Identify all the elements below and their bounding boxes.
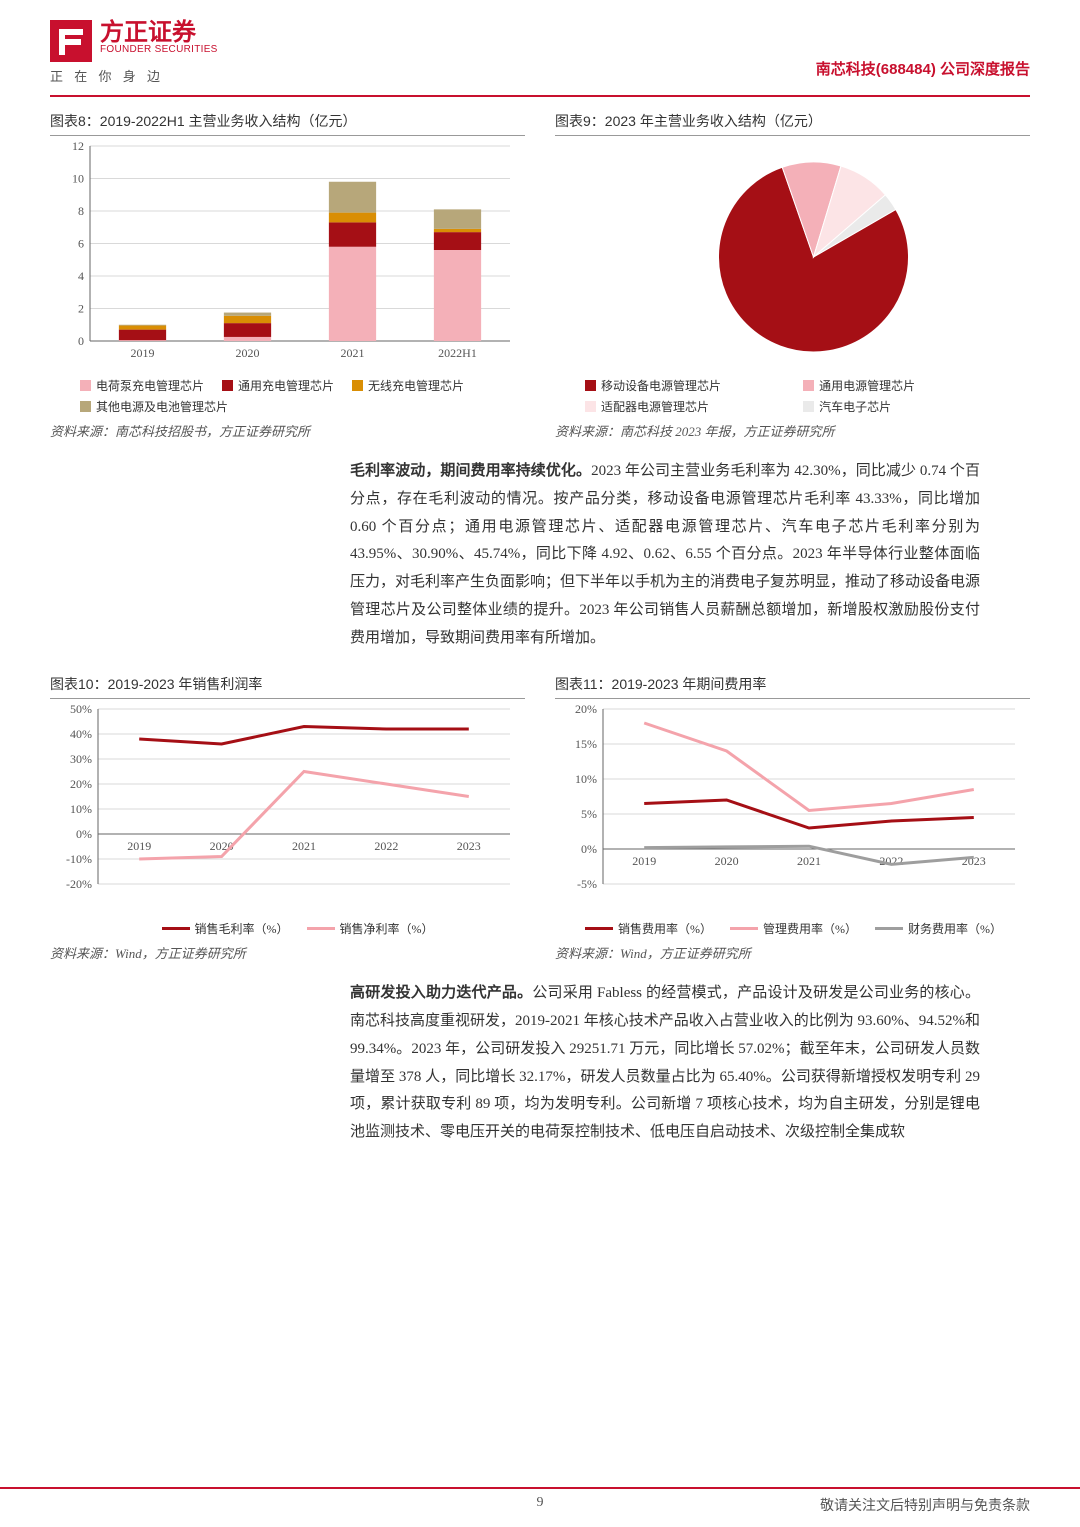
svg-text:50%: 50%: [70, 702, 92, 716]
legend-item: 其他电源及电池管理芯片: [80, 398, 228, 415]
legend-item: 适配器电源管理芯片: [585, 398, 785, 415]
svg-text:2023: 2023: [457, 839, 481, 853]
svg-text:-5%: -5%: [577, 877, 597, 891]
chart10-legend: 销售毛利率（%） 销售净利率（%）: [50, 914, 525, 939]
para1-lead: 毛利率波动，期间费用率持续优化。: [350, 463, 591, 479]
legend-item: 汽车电子芯片: [803, 398, 1003, 415]
svg-text:6: 6: [78, 237, 84, 251]
svg-text:2020: 2020: [715, 854, 739, 868]
chart8-source: 资料来源：南芯科技招股书，方正证券研究所: [50, 421, 525, 440]
page-number: 9: [537, 1495, 544, 1511]
para2-body: 公司采用 Fabless 的经营模式，产品设计及研发是公司业务的核心。南芯科技高…: [350, 985, 980, 1140]
footer: 9 敬请关注文后特别声明与免责条款: [0, 1487, 1080, 1527]
chart9: [555, 136, 1030, 371]
legend-item: 销售净利率（%）: [307, 920, 434, 937]
svg-text:2022H1: 2022H1: [438, 346, 477, 360]
svg-text:8: 8: [78, 204, 84, 218]
logo-icon: [50, 20, 92, 62]
para1-body: 2023 年公司主营业务毛利率为 42.30%，同比减少 0.74 个百分点，存…: [350, 463, 980, 646]
legend-item: 移动设备电源管理芯片: [585, 377, 785, 394]
chart11: -5%0%5%10%15%20%20192020202120222023: [555, 699, 1030, 914]
chart9-title: 图表9：2023 年主营业务收入结构（亿元）: [555, 107, 1030, 136]
legend-item: 销售毛利率（%）: [162, 920, 289, 937]
svg-text:20%: 20%: [575, 702, 597, 716]
legend-item: 无线充电管理芯片: [352, 377, 464, 394]
logo-cn: 方正证券: [100, 20, 218, 45]
legend-item: 电荷泵充电管理芯片: [80, 377, 204, 394]
logo-en: FOUNDER SECURITIES: [100, 45, 218, 56]
svg-text:40%: 40%: [70, 727, 92, 741]
svg-text:2019: 2019: [127, 839, 151, 853]
svg-text:10%: 10%: [575, 772, 597, 786]
svg-text:2019: 2019: [131, 346, 155, 360]
company-code: 南芯科技(688484): [816, 61, 936, 78]
svg-text:10: 10: [72, 172, 84, 186]
svg-text:2021: 2021: [292, 839, 316, 853]
svg-text:2: 2: [78, 302, 84, 316]
report-type: 公司深度报告: [940, 61, 1030, 78]
svg-text:-10%: -10%: [66, 852, 92, 866]
logo: 方正证券 FOUNDER SECURITIES: [50, 20, 1030, 62]
report-header: 方正证券 FOUNDER SECURITIES 正 在 你 身 边 南芯科技(6…: [0, 0, 1080, 91]
svg-text:0%: 0%: [581, 842, 597, 856]
chart8-title: 图表8：2019-2022H1 主营业务收入结构（亿元）: [50, 107, 525, 136]
svg-text:30%: 30%: [70, 752, 92, 766]
chart11-title: 图表11：2019-2023 年期间费用率: [555, 670, 1030, 699]
svg-text:2021: 2021: [797, 854, 821, 868]
para2-lead: 高研发投入助力迭代产品。: [350, 985, 532, 1001]
paragraph-1: 毛利率波动，期间费用率持续优化。2023 年公司主营业务毛利率为 42.30%，…: [350, 458, 980, 652]
legend-item: 财务费用率（%）: [875, 920, 1002, 937]
chart10-title: 图表10：2019-2023 年销售利润率: [50, 670, 525, 699]
legend-item: 通用电源管理芯片: [803, 377, 1003, 394]
svg-text:-20%: -20%: [66, 877, 92, 891]
legend-item: 销售费用率（%）: [585, 920, 712, 937]
svg-text:2023: 2023: [962, 854, 986, 868]
svg-text:10%: 10%: [70, 802, 92, 816]
svg-text:2019: 2019: [632, 854, 656, 868]
svg-text:2021: 2021: [341, 346, 365, 360]
svg-text:15%: 15%: [575, 737, 597, 751]
svg-text:20%: 20%: [70, 777, 92, 791]
chart8: 0 2 4 6 8 10 12 2019 2020 2021 2022H1: [50, 136, 525, 371]
svg-text:12: 12: [72, 139, 84, 153]
paragraph-2: 高研发投入助力迭代产品。公司采用 Fabless 的经营模式，产品设计及研发是公…: [350, 980, 980, 1147]
chart11-legend: 销售费用率（%） 管理费用率（%） 财务费用率（%）: [555, 914, 1030, 939]
footer-disclaimer: 敬请关注文后特别声明与免责条款: [820, 1495, 1030, 1515]
svg-text:2020: 2020: [236, 346, 260, 360]
legend-item: 通用充电管理芯片: [222, 377, 334, 394]
legend-item: 管理费用率（%）: [730, 920, 857, 937]
chart8-legend: 电荷泵充电管理芯片 通用充电管理芯片 无线充电管理芯片其他电源及电池管理芯片: [50, 371, 525, 417]
chart11-source: 资料来源：Wind，方正证券研究所: [555, 943, 1030, 962]
chart10: -20%-10%0%10%20%30%40%50%201920202021202…: [50, 699, 525, 914]
svg-text:2022: 2022: [374, 839, 398, 853]
report-info: 南芯科技(688484) 公司深度报告: [816, 58, 1030, 79]
svg-text:4: 4: [78, 269, 84, 283]
svg-text:5%: 5%: [581, 807, 597, 821]
svg-text:0: 0: [78, 334, 84, 348]
chart10-source: 资料来源：Wind，方正证券研究所: [50, 943, 525, 962]
svg-text:0%: 0%: [76, 827, 92, 841]
chart9-source: 资料来源：南芯科技 2023 年报，方正证券研究所: [555, 421, 1030, 440]
chart9-legend: 移动设备电源管理芯片 通用电源管理芯片适配器电源管理芯片 汽车电子芯片: [555, 371, 1030, 417]
